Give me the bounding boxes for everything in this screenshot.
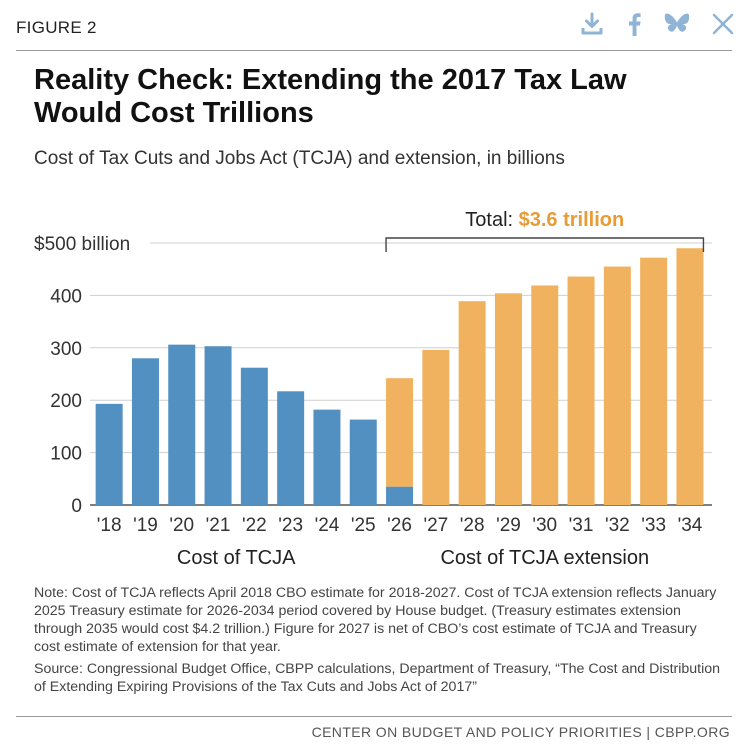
- bar-tcja: [277, 391, 305, 505]
- download-icon[interactable]: [580, 12, 604, 36]
- bar-extension: [531, 285, 559, 505]
- x-tick-label: '28: [460, 515, 485, 536]
- bar-chart: 0 100 200 300 400 $500 billion Total: $3.6 tr…: [34, 209, 712, 569]
- bar-extension: [458, 301, 486, 505]
- bar-tcja: [168, 344, 196, 505]
- x-tick-label: '24: [315, 515, 340, 536]
- total-value: $3.6 trillion: [519, 209, 625, 231]
- top-divider: [16, 50, 732, 51]
- x-tick-label: '18: [97, 515, 122, 536]
- y-tick-label: 300: [50, 339, 82, 360]
- total-bracket: [385, 237, 705, 252]
- y-tick-label: 100: [50, 444, 82, 465]
- share-toolbar: [580, 12, 734, 36]
- bar-extension: [640, 257, 668, 505]
- footer-credit: CENTER ON BUDGET AND POLICY PRIORITIES |…: [311, 724, 730, 740]
- bar-extension: [603, 266, 631, 505]
- x-tick-label: '19: [133, 515, 158, 536]
- bar-tcja: [240, 367, 268, 505]
- y-tick-label: 200: [50, 391, 82, 412]
- bar-tcja: [313, 409, 341, 505]
- x-icon[interactable]: [712, 13, 734, 35]
- total-prefix: Total:: [465, 209, 518, 231]
- x-tick-label: '20: [169, 515, 194, 536]
- x-tick-label: '32: [605, 515, 630, 536]
- bar-extension: [494, 293, 522, 505]
- x-tick-label: '25: [351, 515, 376, 536]
- figure-label: FIGURE 2: [16, 18, 97, 37]
- facebook-icon[interactable]: [626, 12, 642, 36]
- y-tick-label: $500 billion: [34, 234, 130, 255]
- total-annotation: Total: $3.6 trillion: [465, 209, 624, 231]
- source-text: Source: Congressional Budget Office, CBP…: [34, 661, 721, 695]
- y-tick-label: 400: [50, 286, 82, 307]
- x-tick-label: '30: [532, 515, 557, 536]
- x-tick-label: '27: [423, 515, 448, 536]
- x-tick-label: '21: [206, 515, 231, 536]
- bar-tcja: [349, 419, 377, 505]
- group-label-extension: Cost of TCJA extension: [440, 547, 649, 569]
- group-label-tcja: Cost of TCJA: [177, 547, 296, 569]
- y-tick-label: 0: [71, 496, 82, 517]
- x-tick-label: '23: [278, 515, 303, 536]
- bar-extension: [676, 248, 704, 506]
- bluesky-icon[interactable]: [664, 13, 690, 35]
- bar-tcja: [131, 358, 159, 505]
- chart-title: Reality Check: Extending the 2017 Tax La…: [34, 64, 627, 129]
- x-tick-label: '26: [387, 515, 412, 536]
- x-tick-label: '29: [496, 515, 521, 536]
- bar-extension: [386, 378, 414, 487]
- x-tick-label: '34: [678, 515, 703, 536]
- bar-tcja: [95, 403, 123, 505]
- x-tick-label: '22: [242, 515, 267, 536]
- chart-subtitle: Cost of Tax Cuts and Jobs Act (TCJA) and…: [34, 148, 565, 169]
- bar-tcja: [204, 346, 232, 505]
- bar-tcja: [386, 486, 414, 505]
- bottom-divider: [16, 716, 732, 717]
- bar-extension: [422, 349, 450, 505]
- note-text: Note: Cost of TCJA reflects April 2018 C…: [34, 585, 717, 655]
- bar-extension: [567, 276, 595, 505]
- x-tick-label: '31: [569, 515, 594, 536]
- chart-note: Note: Cost of TCJA reflects April 2018 C…: [34, 584, 724, 696]
- x-tick-label: '33: [641, 515, 666, 536]
